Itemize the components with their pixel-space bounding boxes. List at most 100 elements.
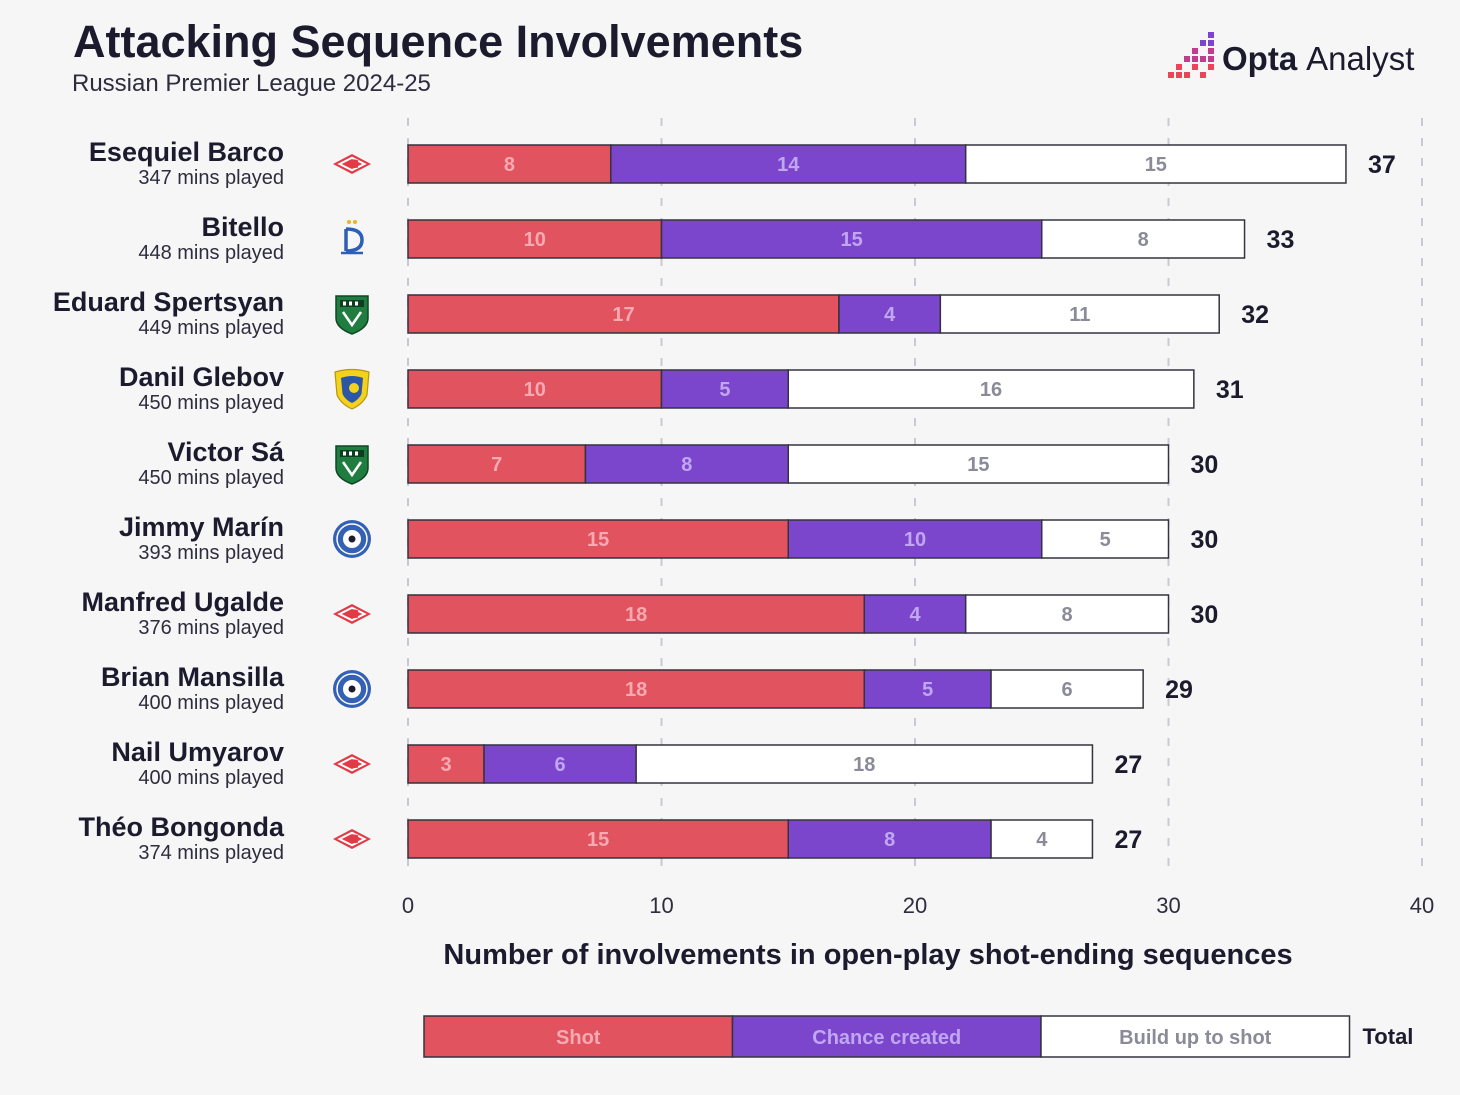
- bar-value-label-build-up-to-shot: 15: [1145, 154, 1167, 176]
- orenburg-crest-icon: [333, 670, 371, 708]
- bar-segment-shot: [407, 369, 663, 409]
- logo-pixels-red: [1168, 64, 1214, 78]
- bar-value-label-chance-created: 6: [555, 754, 566, 776]
- player-minutes-played: 374 mins played: [138, 842, 284, 864]
- player-name: Bitello: [201, 212, 284, 242]
- spartak-crest-icon: [333, 154, 371, 174]
- bar-segment-chance-created: [787, 819, 992, 859]
- x-tick-label: 10: [649, 893, 673, 918]
- total-label: 31: [1216, 376, 1244, 404]
- bar-value-label-chance-created: 10: [904, 529, 926, 551]
- total-label: 32: [1241, 301, 1269, 329]
- bar-segment-shot: [407, 819, 789, 859]
- legend-label-chance-created: Chance created: [812, 1027, 961, 1049]
- player-name: Esequiel Barco: [89, 137, 284, 167]
- bar-value-label-shot: 15: [587, 829, 609, 851]
- player-minutes-played: 400 mins played: [138, 692, 284, 714]
- bar-segment-shot: [407, 294, 840, 334]
- x-tick-label: 20: [903, 893, 927, 918]
- orenburg-crest-icon: [333, 520, 371, 558]
- bar-value-label-shot: 3: [440, 754, 451, 776]
- bar-value-label-build-up-to-shot: 5: [1100, 529, 1111, 551]
- bar-segment-shot: [407, 669, 866, 709]
- player-name: Théo Bongonda: [79, 812, 285, 842]
- bar-value-label-shot: 18: [625, 604, 647, 626]
- bar-value-label-build-up-to-shot: 6: [1062, 679, 1073, 701]
- bar-segment-build-up-to-shot: [635, 744, 1094, 784]
- brand-logo: Opta Analyst: [1168, 30, 1428, 80]
- bar-value-label-build-up-to-shot: 4: [1036, 829, 1048, 851]
- bar-value-label-build-up-to-shot: 16: [980, 379, 1002, 401]
- total-label: 30: [1191, 526, 1219, 554]
- bar-segment-build-up-to-shot: [964, 594, 1170, 634]
- x-axis-ticks: 0 10 20 30 40: [402, 893, 1434, 918]
- bar-segment-shot: [407, 594, 866, 634]
- legend-label-build-up-to-shot: Build up to shot: [1119, 1027, 1272, 1049]
- bar-segment-shot: [407, 519, 789, 559]
- legend-swatch-build-up-to-shot: [1040, 1015, 1351, 1058]
- bar-value-label-shot: 8: [504, 154, 515, 176]
- bar-value-label-shot: 7: [491, 454, 502, 476]
- bar-segment-build-up-to-shot: [990, 669, 1144, 709]
- player-name: Brian Mansilla: [101, 662, 285, 692]
- player-minutes-played: 400 mins played: [138, 767, 284, 789]
- dynamo-crest-icon: [341, 220, 364, 255]
- krasnodar-crest-icon: [335, 295, 369, 335]
- krasnodar-crest-icon: [335, 445, 369, 485]
- bar-value-label-build-up-to-shot: 8: [1062, 604, 1073, 626]
- bar-segment-build-up-to-shot: [990, 819, 1094, 859]
- bar-value-label-shot: 10: [524, 229, 546, 251]
- bar-value-label-chance-created: 8: [681, 454, 692, 476]
- bar-value-label-chance-created: 15: [841, 229, 863, 251]
- bar-value-label-chance-created: 5: [922, 679, 933, 701]
- bar-value-label-shot: 15: [587, 529, 609, 551]
- chart-subtitle: Russian Premier League 2024-25: [72, 70, 431, 97]
- player-name: Eduard Spertsyan: [53, 287, 284, 317]
- bar-segment-chance-created: [863, 594, 967, 634]
- bar-segment-shot: [407, 444, 587, 484]
- bar-segment-build-up-to-shot: [1041, 519, 1170, 559]
- total-label: 30: [1191, 451, 1219, 479]
- total-label: 27: [1114, 751, 1142, 779]
- legend: Shot Chance created Build up to shot Total: [423, 1015, 1414, 1058]
- player-minutes-played: 376 mins played: [138, 617, 284, 639]
- bar-value-label-shot: 18: [625, 679, 647, 701]
- bar-value-label-chance-created: 14: [777, 154, 800, 176]
- bar-segment-build-up-to-shot: [787, 444, 1170, 484]
- bar-segment-build-up-to-shot: [787, 369, 1195, 409]
- bar-segment-chance-created: [660, 219, 1043, 259]
- legend-total-label: Total: [1363, 1024, 1414, 1049]
- total-label: 27: [1114, 826, 1142, 854]
- bar-value-label-chance-created: 4: [909, 604, 921, 626]
- player-minutes-played: 449 mins played: [138, 317, 284, 339]
- legend-swatch-shot: [423, 1015, 734, 1058]
- bar-value-label-shot: 10: [524, 379, 546, 401]
- player-minutes-played: 450 mins played: [138, 467, 284, 489]
- x-tick-label: 40: [1410, 893, 1434, 918]
- bar-value-label-chance-created: 4: [884, 304, 896, 326]
- x-tick-label: 30: [1156, 893, 1180, 918]
- logo-pixels-purple: [1200, 32, 1214, 46]
- bar-value-label-build-up-to-shot: 8: [1138, 229, 1149, 251]
- player-minutes-played: 450 mins played: [138, 392, 284, 414]
- chart-title: Attacking Sequence Involvements: [73, 16, 804, 67]
- total-label: 29: [1165, 676, 1193, 704]
- bar-segment-chance-created: [838, 294, 942, 334]
- player-minutes-played: 393 mins played: [138, 542, 284, 564]
- bar-segment-chance-created: [584, 444, 790, 484]
- player-name: Manfred Ugalde: [81, 587, 284, 617]
- spartak-crest-icon: [333, 604, 371, 624]
- brand-wordmark-light: Analyst: [1306, 40, 1415, 77]
- rostov-crest-icon: [334, 368, 370, 410]
- bar-segment-chance-created: [863, 669, 992, 709]
- player-name: Nail Umyarov: [111, 737, 284, 767]
